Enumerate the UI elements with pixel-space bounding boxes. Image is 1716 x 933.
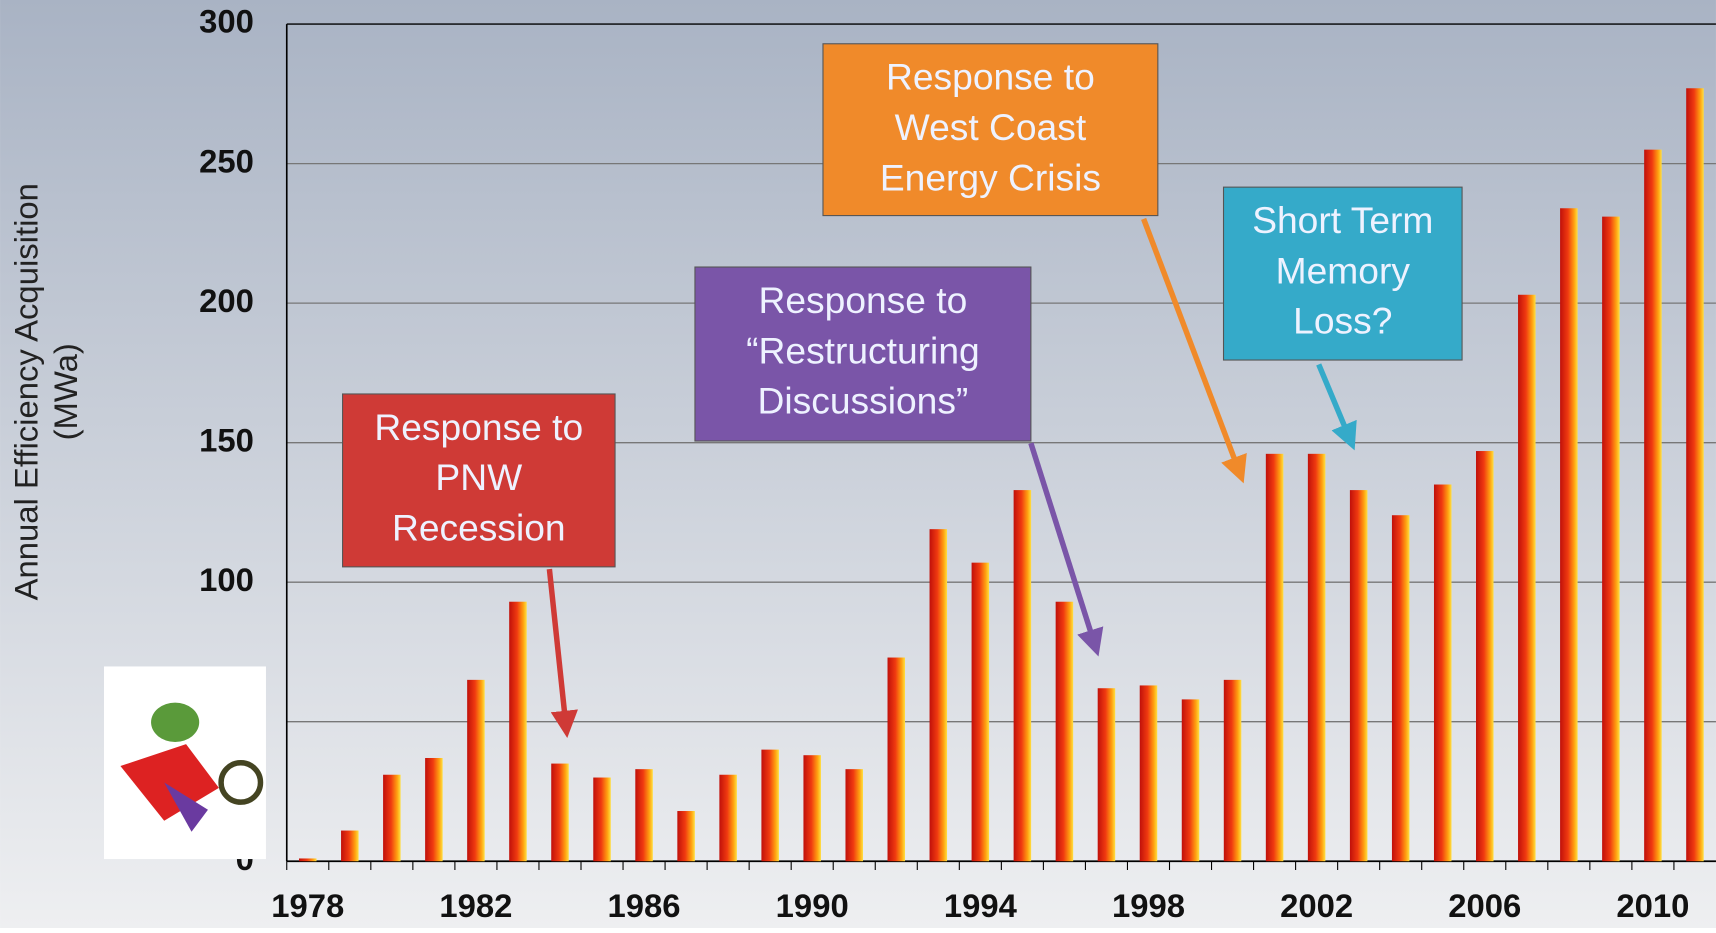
annotation-box (694, 266, 1032, 442)
bar (551, 763, 569, 862)
bar (1686, 88, 1704, 862)
x-tick-label: 1978 (271, 887, 344, 924)
x-tick-label: 2010 (1616, 887, 1689, 924)
logo-head (151, 702, 200, 742)
bar (383, 774, 401, 862)
annotation-arrow (1141, 217, 1247, 484)
bar (803, 755, 821, 862)
bar (887, 657, 906, 862)
y-tick-label: 250 (199, 142, 254, 179)
bar (719, 774, 737, 862)
bar (1433, 484, 1452, 862)
annotation-text: “Restructuring (746, 329, 980, 371)
bar (1013, 490, 1032, 862)
bar (299, 858, 317, 862)
annotation-arrow (546, 568, 578, 739)
logo (104, 666, 266, 860)
bar (1223, 679, 1242, 862)
annotation-text: Recession (392, 507, 566, 549)
logo-wheel (218, 760, 264, 805)
y-tick-label: 100 (199, 561, 254, 598)
x-tick-label: 1994 (944, 887, 1018, 924)
annotation-text: Discussions” (758, 380, 969, 422)
y-axis-title-line: (MWa) (47, 343, 84, 440)
y-axis-title: Annual Efficiency Acquisition(MWa) (7, 183, 83, 600)
annotation-text: Response to (759, 279, 968, 321)
bar (425, 757, 443, 862)
bar (1644, 149, 1662, 862)
bar (1560, 208, 1578, 862)
bar (1476, 451, 1494, 862)
plot: 050100150200250300Annual Efficiency Acqu… (7, 3, 1716, 924)
y-tick-label: 150 (199, 421, 254, 458)
y-tick-label: 200 (199, 282, 254, 319)
annotation-arrow (1028, 442, 1104, 657)
bar (1097, 688, 1116, 862)
bar (1391, 515, 1410, 862)
bar (1518, 294, 1536, 862)
y-tick-label: 300 (199, 3, 254, 40)
x-tick-label: 2002 (1280, 887, 1353, 924)
x-tick-label: 1990 (776, 887, 849, 924)
bar (1139, 685, 1158, 862)
bar (845, 769, 863, 862)
x-tick-label: 1998 (1112, 887, 1185, 924)
annotation-box (1222, 186, 1463, 361)
bar (1602, 216, 1620, 862)
y-axis-title-line: Annual Efficiency Acquisition (7, 183, 44, 600)
annotation-arrow (1316, 363, 1357, 451)
bar (635, 769, 653, 862)
annotation-text: Response to (886, 56, 1095, 98)
annotation-text: Energy Crisis (880, 156, 1101, 198)
x-tick-label: 1982 (439, 887, 512, 924)
annotation-box (822, 43, 1159, 217)
annotation-text: Response to (374, 406, 583, 448)
bar (677, 811, 695, 862)
bar (971, 562, 990, 862)
annotation-text: PNW (435, 456, 522, 498)
x-tick-label: 1986 (608, 887, 681, 924)
bar (1181, 699, 1200, 862)
bar (593, 777, 611, 862)
bar (1265, 453, 1284, 862)
bar (761, 749, 779, 862)
bar (509, 601, 527, 862)
bar (1307, 453, 1326, 862)
annotation-text: Loss? (1293, 300, 1392, 342)
x-tick-label: 2006 (1448, 887, 1521, 924)
annotation-box (342, 393, 616, 568)
annotation-text: Memory (1276, 249, 1411, 291)
bar (467, 679, 485, 862)
bar (1055, 601, 1074, 862)
bar (341, 830, 359, 862)
bar (929, 529, 948, 862)
logo-body (164, 782, 208, 832)
annotation-text: West Coast (895, 106, 1087, 148)
bar (1349, 490, 1368, 862)
annotation-text: Short Term (1252, 199, 1433, 241)
